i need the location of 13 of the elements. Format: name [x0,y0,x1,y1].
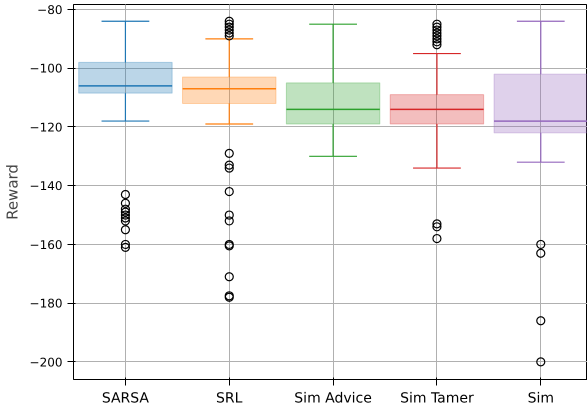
y-tick-label: −100 [30,62,63,76]
y-tick-label: −80 [37,2,63,17]
x-tick-label: Sim [528,390,554,406]
x-tick-label: SARSA [102,390,150,406]
y-tick-label: −180 [30,296,63,311]
x-tick-label: SRL [216,390,243,406]
y-tick-label: −140 [30,179,63,194]
x-tick-label: Sim Tamer [400,390,474,406]
x-tick-label: Sim Advice [294,390,372,406]
y-axis-title: Reward [4,164,22,220]
y-tick-label: −160 [30,238,63,252]
y-tick-label: −200 [30,355,63,370]
y-tick-label: −120 [30,120,63,134]
